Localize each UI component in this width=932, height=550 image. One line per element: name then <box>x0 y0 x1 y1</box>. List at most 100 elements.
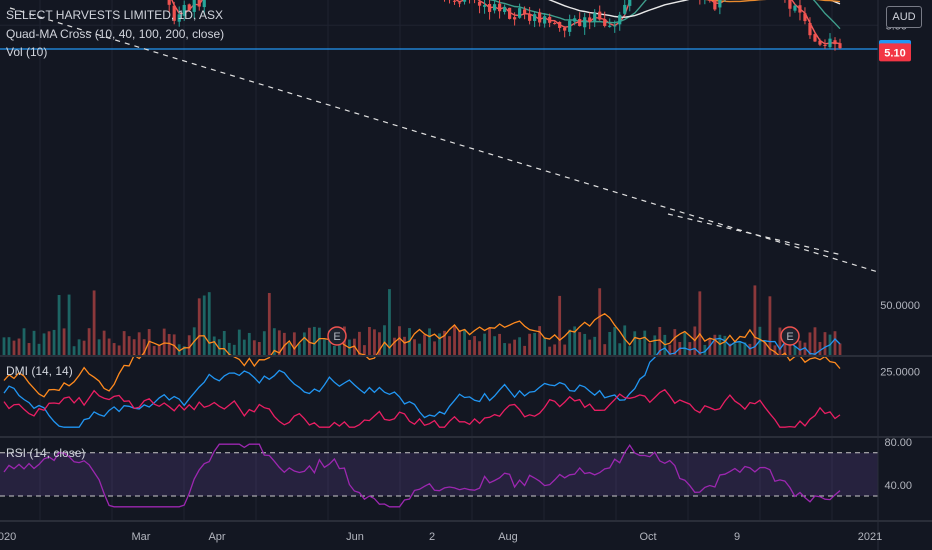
volume-bar <box>62 328 66 355</box>
earnings-marker[interactable]: E <box>327 326 347 346</box>
volume-bar <box>418 343 421 355</box>
quad-ma-legend[interactable]: Quad-MA Cross (10, 40, 100, 200, close) <box>6 27 225 41</box>
volume-bar <box>513 339 517 355</box>
trendline-main[interactable] <box>9 7 879 273</box>
volume-bar <box>67 294 71 355</box>
volume-bar <box>287 342 291 355</box>
volume-bars <box>2 285 842 355</box>
volume-bar <box>22 328 26 355</box>
volume-bar <box>212 336 216 355</box>
volume-bar <box>132 339 136 355</box>
price-tag-bg <box>879 43 911 62</box>
dmi-line-3 <box>3 388 841 428</box>
candle-body <box>583 17 587 28</box>
volume-bar <box>433 341 436 355</box>
volume-bar <box>322 339 326 355</box>
volume-bar <box>272 328 276 355</box>
volume-bar <box>393 337 396 355</box>
volume-bar <box>648 343 652 355</box>
volume-bar <box>798 340 802 355</box>
currency-button[interactable]: AUD <box>886 6 922 28</box>
candle-body <box>628 0 632 6</box>
volume-bar <box>533 332 537 355</box>
time-axis[interactable]: 2020 Mar Apr Jun 2 Aug Oct 9 2021 <box>0 531 882 543</box>
volume-bar <box>448 336 451 355</box>
volume-bar <box>252 340 256 355</box>
volume-legend[interactable]: Vol (10) <box>6 45 48 59</box>
volume-bar <box>823 332 827 355</box>
candle-body <box>613 25 617 27</box>
candle-body <box>593 13 597 22</box>
time-tick-label: 2020 <box>0 531 16 543</box>
rsi-tick-label: 80.00 <box>884 437 912 449</box>
earnings-circle[interactable] <box>327 326 347 346</box>
volume-bar <box>738 341 742 355</box>
price-axis[interactable]: 5.506.006.507.007.508.008.509.009.5050.0… <box>880 0 920 492</box>
price-tag: 5.10 <box>879 43 911 62</box>
volume-bar <box>588 339 592 355</box>
volume-bar <box>498 333 501 355</box>
volume-bar <box>267 292 271 355</box>
dmi-legend[interactable]: DMI (14, 14) <box>6 364 73 378</box>
volume-bar <box>688 342 692 355</box>
candle-body <box>598 11 602 20</box>
candle-body <box>502 6 507 12</box>
volume-bar <box>593 336 597 355</box>
volume-bar <box>187 335 191 355</box>
candle-body <box>528 14 532 21</box>
volume-bar <box>82 340 86 355</box>
earnings-marker[interactable]: E <box>780 326 800 346</box>
earnings-circle[interactable] <box>780 326 800 346</box>
rsi-legend[interactable]: RSI (14, close) <box>6 446 86 460</box>
rsi-line <box>3 443 841 508</box>
candle-body <box>497 3 502 12</box>
volume-bar <box>468 339 471 355</box>
volume-bar <box>7 337 11 355</box>
candle-body <box>543 16 547 24</box>
candle-body <box>533 14 537 21</box>
candle-body <box>813 34 817 42</box>
volume-bar <box>643 330 647 355</box>
trendline-secondary[interactable] <box>667 213 843 256</box>
volume-bar <box>753 285 757 355</box>
candle-body <box>603 19 607 26</box>
volume-bar <box>748 343 752 355</box>
candle-body <box>823 44 827 46</box>
volume-bar <box>813 327 817 355</box>
volume-bar <box>728 343 732 355</box>
volume-bar <box>277 330 281 355</box>
volume-bar <box>808 332 812 355</box>
candle-body <box>718 0 722 8</box>
volume-bar <box>413 339 416 355</box>
volume-bar <box>598 288 602 355</box>
volume-bar <box>563 344 567 355</box>
volume-bar <box>127 336 131 355</box>
volume-bar <box>182 346 186 355</box>
candle-body <box>192 0 196 12</box>
volume-bar <box>92 290 96 355</box>
volume-bar <box>332 345 336 355</box>
grid <box>0 0 878 520</box>
candle-body <box>808 22 812 36</box>
rsi-tick-label: 40.00 <box>884 480 912 492</box>
volume-bar <box>743 342 747 355</box>
volume-bar <box>197 298 201 355</box>
volume-bar <box>573 326 577 355</box>
candles <box>167 0 842 51</box>
volume-bar <box>523 345 527 355</box>
candle-body <box>457 2 462 4</box>
candle-body <box>477 1 482 6</box>
volume-bar <box>207 292 211 355</box>
volume-bar <box>42 333 46 355</box>
earnings-label: E <box>786 331 793 343</box>
volume-bar <box>327 330 331 355</box>
volume-bar <box>222 331 226 355</box>
candle-body <box>578 19 582 27</box>
volume-bar <box>257 341 261 355</box>
volume-bar <box>543 337 547 355</box>
volume-bar <box>568 329 572 355</box>
trendlines[interactable] <box>9 7 879 273</box>
